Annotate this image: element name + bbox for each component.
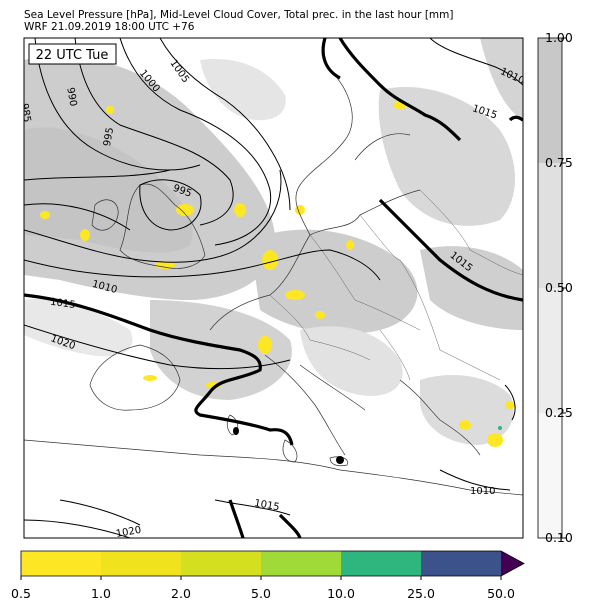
precip-tick-label: 0.5 [11,586,31,601]
precip-tick-label: 5.0 [251,586,271,601]
cloud-bin-2 [538,163,562,288]
pressure-center-sicily [336,456,344,464]
precip-tick-label: 1.0 [91,586,111,601]
isobar-label: 1020 [115,525,142,540]
isobar-label: 985 [18,103,32,124]
country-borders [269,189,523,381]
cloud-tick-label: 1.00 [545,30,573,45]
cloud-tick-label: 0.10 [545,530,573,545]
cloud-tick-label: 0.50 [545,280,573,295]
isobar-label: 990 [64,87,78,108]
cloud-tick-label: 0.75 [545,155,573,170]
precip-colorbar [20,550,525,580]
precip-tick-label: 2.0 [171,586,191,601]
cloud-cover-colorbar [537,37,566,539]
isobar-label: 1015 [49,297,76,311]
precip-tick-label: 50.0 [487,586,515,601]
time-label: 22 UTC Tue [36,48,109,63]
isobar-1015-bold [24,38,523,538]
cloud-bin-1 [538,38,562,163]
isobar-label: 1010 [470,486,495,497]
precip-tick-label: 25.0 [407,586,435,601]
time-label-box: 22 UTC Tue [28,43,117,65]
cloud-tick-label: 0.25 [545,405,573,420]
isobar-label: 1015 [253,498,280,513]
chart-subtitle: WRF 21.09.2019 18:00 UTC +76 [24,21,195,33]
pressure-center-small [233,427,239,435]
cloud-bin-3 [538,288,562,413]
isobars [24,38,523,538]
isobar-label: 995 [102,127,116,148]
cloud-cover-shading [24,38,523,445]
cloud-bin-4 [538,413,562,538]
chart-title: Sea Level Pressure [hPa], Mid-Level Clou… [24,9,454,21]
map-frame [23,37,524,539]
heavy-precip-spot [498,426,502,430]
precip-tick-label: 10.0 [327,586,355,601]
